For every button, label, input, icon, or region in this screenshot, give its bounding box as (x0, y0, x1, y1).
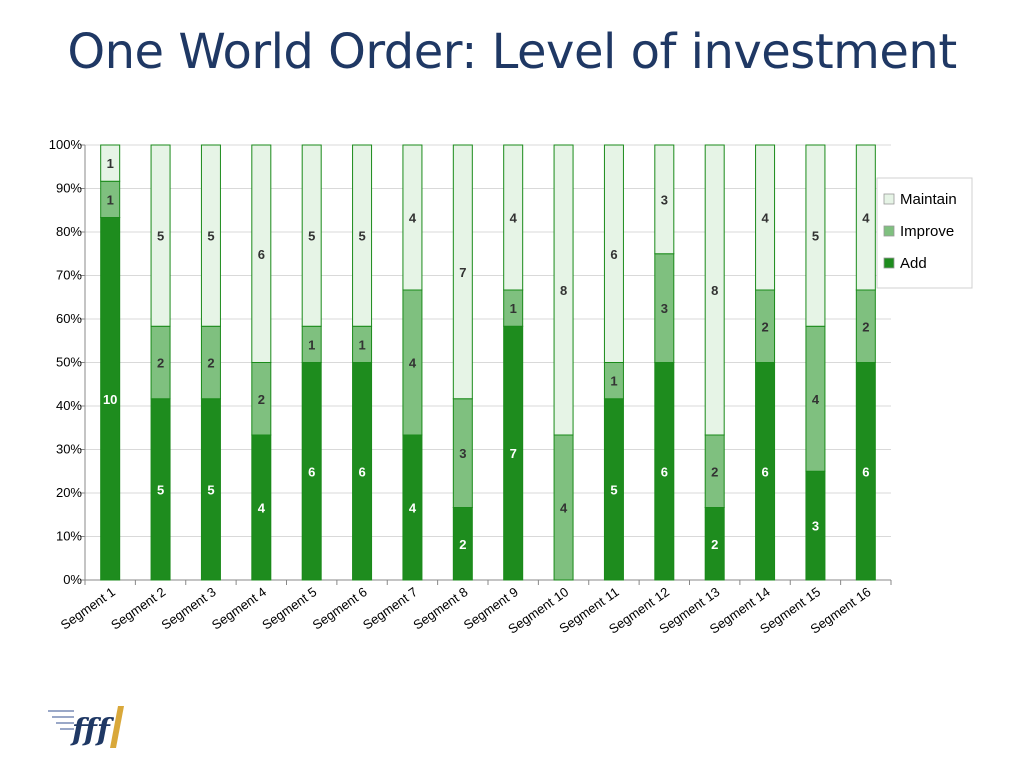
data-label-improve: 1 (107, 192, 114, 207)
data-label-improve: 3 (459, 446, 466, 461)
y-tick-label: 30% (56, 442, 82, 457)
data-label-maintain: 5 (358, 229, 365, 244)
data-label-improve: 2 (207, 356, 214, 371)
bar-maintain (553, 144, 574, 436)
data-label-maintain: 7 (459, 265, 466, 280)
y-tick-label: 40% (56, 398, 82, 413)
data-label-improve: 4 (560, 501, 568, 516)
bar-maintain (452, 144, 473, 400)
data-label-maintain: 4 (409, 211, 417, 226)
bar-maintain (503, 144, 524, 291)
data-label-improve: 2 (761, 319, 768, 334)
data-label-maintain: 3 (661, 192, 668, 207)
y-tick-label: 0% (63, 572, 82, 587)
data-label-improve: 1 (358, 337, 365, 352)
legend-label: Add (900, 255, 927, 272)
data-label-maintain: 4 (862, 211, 870, 226)
data-label-improve: 2 (862, 319, 869, 334)
x-category-label: Segment 5 (259, 584, 319, 632)
bar-maintain (755, 144, 776, 291)
y-tick-label: 50% (56, 355, 82, 370)
data-label-maintain: 4 (510, 211, 518, 226)
bar-maintain (654, 144, 675, 255)
data-label-add: 5 (207, 482, 214, 497)
data-label-improve: 1 (510, 301, 517, 316)
legend-swatch (883, 225, 895, 237)
x-category-label: Segment 1 (58, 584, 118, 632)
data-label-improve: 1 (610, 374, 617, 389)
bar-maintain (805, 144, 826, 327)
x-category-label: Segment 3 (159, 584, 219, 632)
data-label-add: 4 (409, 501, 417, 516)
data-label-add: 2 (459, 537, 466, 552)
data-label-improve: 2 (157, 356, 164, 371)
data-label-improve: 3 (661, 301, 668, 316)
data-label-maintain: 8 (560, 283, 567, 298)
x-category-label: Segment 4 (209, 584, 269, 632)
data-label-improve: 2 (711, 464, 718, 479)
data-label-improve: 2 (258, 392, 265, 407)
bar-maintain (100, 144, 121, 182)
data-label-add: 6 (761, 464, 768, 479)
bar-maintain (301, 144, 322, 327)
legend-swatch (883, 193, 895, 205)
legend-label: Improve (900, 223, 954, 240)
y-tick-label: 100% (49, 137, 83, 152)
data-label-maintain: 8 (711, 283, 718, 298)
data-label-maintain: 6 (610, 247, 617, 262)
data-label-add: 4 (258, 501, 266, 516)
data-label-maintain: 5 (308, 229, 315, 244)
data-label-add: 7 (510, 446, 517, 461)
data-label-improve: 4 (812, 392, 820, 407)
page-title: One World Order: Level of investment (67, 24, 957, 80)
legend-label: Maintain (900, 191, 957, 208)
bar-maintain (704, 144, 725, 436)
bar-maintain (150, 144, 171, 327)
x-category-label: Segment 7 (360, 584, 420, 632)
bar-maintain (251, 144, 272, 363)
y-tick-label: 90% (56, 181, 82, 196)
data-label-maintain: 1 (107, 156, 114, 171)
data-label-improve: 4 (409, 356, 417, 371)
y-tick-label: 60% (56, 311, 82, 326)
data-label-maintain: 5 (812, 229, 819, 244)
data-label-add: 6 (862, 464, 869, 479)
bar-maintain (402, 144, 423, 291)
data-label-maintain: 6 (258, 247, 265, 262)
x-category-label: Segment 6 (310, 584, 370, 632)
data-label-add: 10 (103, 392, 117, 407)
data-label-add: 6 (308, 464, 315, 479)
data-label-maintain: 4 (761, 211, 769, 226)
y-tick-label: 20% (56, 485, 82, 500)
data-label-maintain: 5 (157, 229, 164, 244)
x-category-label: Segment 8 (410, 584, 470, 632)
data-label-improve: 1 (308, 337, 315, 352)
legend-swatch (883, 257, 895, 269)
company-logo: fff (48, 706, 124, 748)
bar-maintain (200, 144, 221, 327)
y-tick-label: 10% (56, 529, 82, 544)
y-tick-label: 80% (56, 224, 82, 239)
data-label-add: 2 (711, 537, 718, 552)
data-label-add: 5 (610, 482, 617, 497)
data-label-add: 6 (661, 464, 668, 479)
bar-maintain (855, 144, 876, 291)
data-label-add: 3 (812, 519, 819, 534)
bar-maintain (352, 144, 373, 327)
data-label-add: 6 (358, 464, 365, 479)
bar-maintain (603, 144, 624, 363)
data-label-add: 5 (157, 482, 164, 497)
y-tick-label: 70% (56, 268, 82, 283)
x-category-label: Segment 2 (108, 584, 168, 632)
data-label-maintain: 5 (207, 229, 214, 244)
logo-text: fff (70, 713, 115, 748)
